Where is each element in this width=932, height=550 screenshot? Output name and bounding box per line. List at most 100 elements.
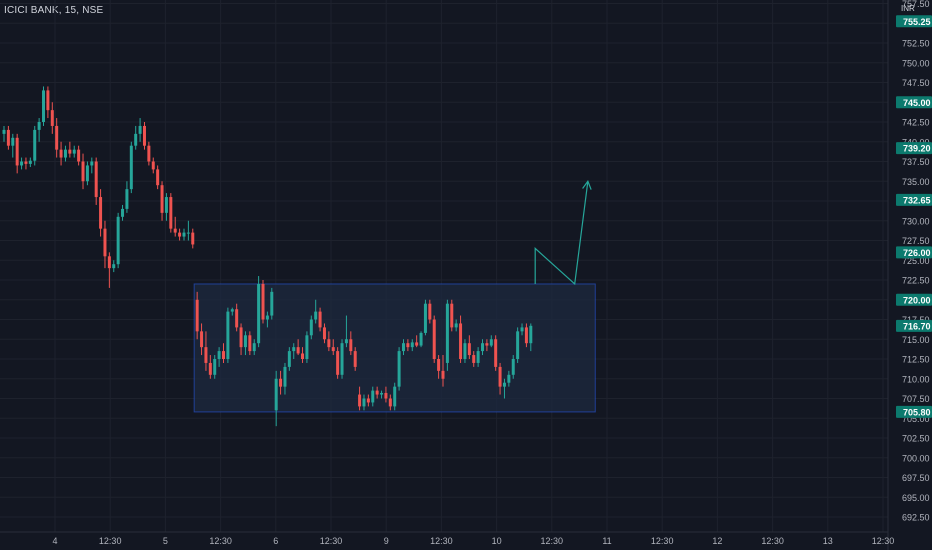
price-tag [896, 293, 932, 306]
candle-body [112, 264, 116, 269]
candle-body [222, 351, 225, 359]
candle-body [94, 161, 98, 198]
candle-body [169, 197, 173, 229]
candle-body [213, 359, 217, 375]
candle-body [502, 382, 506, 387]
candle-body [257, 283, 261, 344]
candle-body [450, 303, 454, 328]
price-tag [896, 15, 932, 28]
candle-body [147, 145, 151, 162]
projection-arrowhead [582, 180, 592, 190]
candle-body [301, 353, 305, 359]
candle-body [72, 149, 76, 154]
candle-body [419, 332, 423, 346]
time-tick-label: 4 [52, 536, 57, 546]
candle-body [191, 232, 195, 245]
candle-body [200, 331, 204, 348]
time-tick-label: 6 [273, 536, 278, 546]
candle-body [77, 149, 81, 162]
projection-path-annotation[interactable] [534, 180, 592, 286]
candle-body [186, 232, 190, 234]
candle-body [467, 343, 471, 356]
candle-body [116, 216, 120, 265]
time-tick-label: 9 [384, 536, 389, 546]
price-tick-label: 702.50 [902, 434, 930, 444]
candle-body [99, 197, 103, 229]
candle-body [20, 161, 24, 166]
price-tick-label: 730.00 [902, 216, 930, 226]
candle-body [63, 149, 67, 158]
candle-body [204, 347, 208, 363]
symbol-label: ICICI BANK, 15, NSE [4, 5, 104, 16]
candle-body [6, 129, 10, 146]
candle-body [121, 208, 125, 217]
candle-body [243, 335, 247, 348]
candle-body [388, 398, 392, 407]
price-tick-label: 710.00 [902, 374, 930, 384]
candle-body [507, 374, 511, 383]
candle-body [129, 145, 133, 190]
candle-body [489, 339, 493, 346]
price-tag-label: 745.00 [903, 98, 931, 108]
candle-body [68, 149, 72, 154]
candle-body [529, 325, 533, 344]
candle-body [33, 129, 37, 161]
projection-line[interactable] [534, 181, 589, 286]
candle-body [406, 343, 410, 348]
time-tick-label: 12:30 [430, 536, 453, 546]
candle-series [2, 86, 533, 427]
candle-body [107, 256, 111, 269]
grid-lines [0, 0, 888, 532]
price-tick-label: 715.00 [902, 335, 930, 345]
candle-body [476, 351, 480, 363]
candle-body [230, 309, 234, 312]
candle-body [371, 390, 375, 403]
price-tag [896, 319, 932, 332]
candle-body [353, 351, 357, 367]
candle-body [432, 319, 436, 359]
candle-body [349, 339, 353, 352]
candle-body [423, 303, 427, 333]
price-tick-label: 757.50 [902, 0, 930, 9]
candle-body [125, 189, 129, 209]
candle-body [292, 347, 296, 352]
candle-body [2, 129, 6, 134]
candle-body [151, 161, 155, 170]
candle-body [366, 398, 370, 403]
price-tick-label: 747.50 [902, 78, 930, 88]
candle-body [178, 232, 182, 237]
candle-body [340, 343, 344, 375]
candle-body [156, 169, 160, 186]
time-tick-label: 12:30 [320, 536, 343, 546]
price-axis[interactable]: 692.50 695.00 697.50 700.00 702.50 705.00 707.… [887, 0, 932, 550]
candle-body [441, 370, 445, 379]
candle-body [344, 339, 348, 344]
candle-body [274, 378, 278, 411]
candle-body [463, 343, 467, 359]
time-tick-label: 10 [492, 536, 502, 546]
price-tag [896, 96, 932, 109]
price-tag-label: 716.70 [903, 321, 931, 331]
candle-body [37, 122, 41, 130]
candle-body [50, 110, 54, 126]
candle-body [24, 161, 28, 164]
price-tick-label: 742.50 [902, 118, 930, 128]
price-tag-label: 732.65 [903, 195, 931, 205]
candle-body [279, 378, 283, 387]
candle-body [410, 342, 414, 348]
time-axis[interactable]: 4 12:30 5 12:30 6 12:30 9 12:30 10 12:30 11 12:30 12… [0, 531, 894, 546]
candle-body [380, 392, 384, 395]
price-tag [896, 193, 932, 206]
candle-body [195, 299, 199, 332]
candle-body [305, 335, 309, 359]
time-tick-label: 11 [602, 536, 611, 546]
candle-body [138, 125, 142, 134]
candle-body [287, 351, 291, 367]
candle-body [375, 390, 379, 395]
candle-body [90, 161, 94, 166]
price-tag-label: 755.25 [903, 17, 931, 27]
price-tick-label: 697.50 [902, 473, 930, 483]
candle-body [358, 394, 362, 407]
time-tick-label: 12 [712, 536, 722, 546]
